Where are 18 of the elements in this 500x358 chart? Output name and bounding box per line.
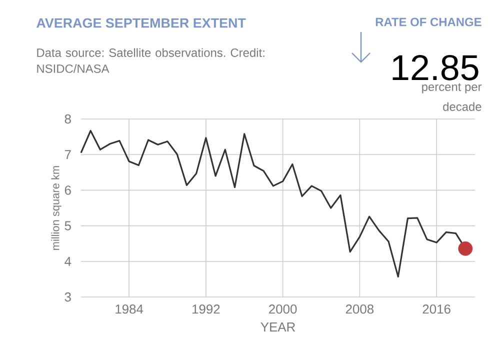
chart-title: AVERAGE SEPTEMBER EXTENT: [36, 18, 246, 28]
source-note: Data source: Satellite observations. Credit: NSIDC/NASA: [37, 48, 264, 73]
x-tick-label: 2008: [346, 304, 374, 314]
x-tick-label: 1984: [116, 304, 144, 314]
text: 12.85: [392, 54, 478, 80]
x-axis-title: YEAR: [260, 322, 296, 332]
x-tick-label: 1992: [192, 304, 220, 314]
y-tick-label: 3: [64, 292, 71, 302]
text: RATE OF CHANGE: [376, 18, 482, 26]
x-tick-label: 2000: [269, 304, 297, 314]
text: percent per decade: [422, 83, 482, 111]
y-tick-label: 8: [64, 114, 71, 124]
x-tick-label: 2016: [422, 304, 450, 314]
y-tick-label: 6: [64, 186, 71, 195]
y-tick-label: 7: [64, 150, 71, 160]
y-tick-label: 4: [64, 256, 72, 266]
y-axis-title: million square km: [51, 166, 62, 250]
y-tick-label: 5: [64, 221, 71, 230]
